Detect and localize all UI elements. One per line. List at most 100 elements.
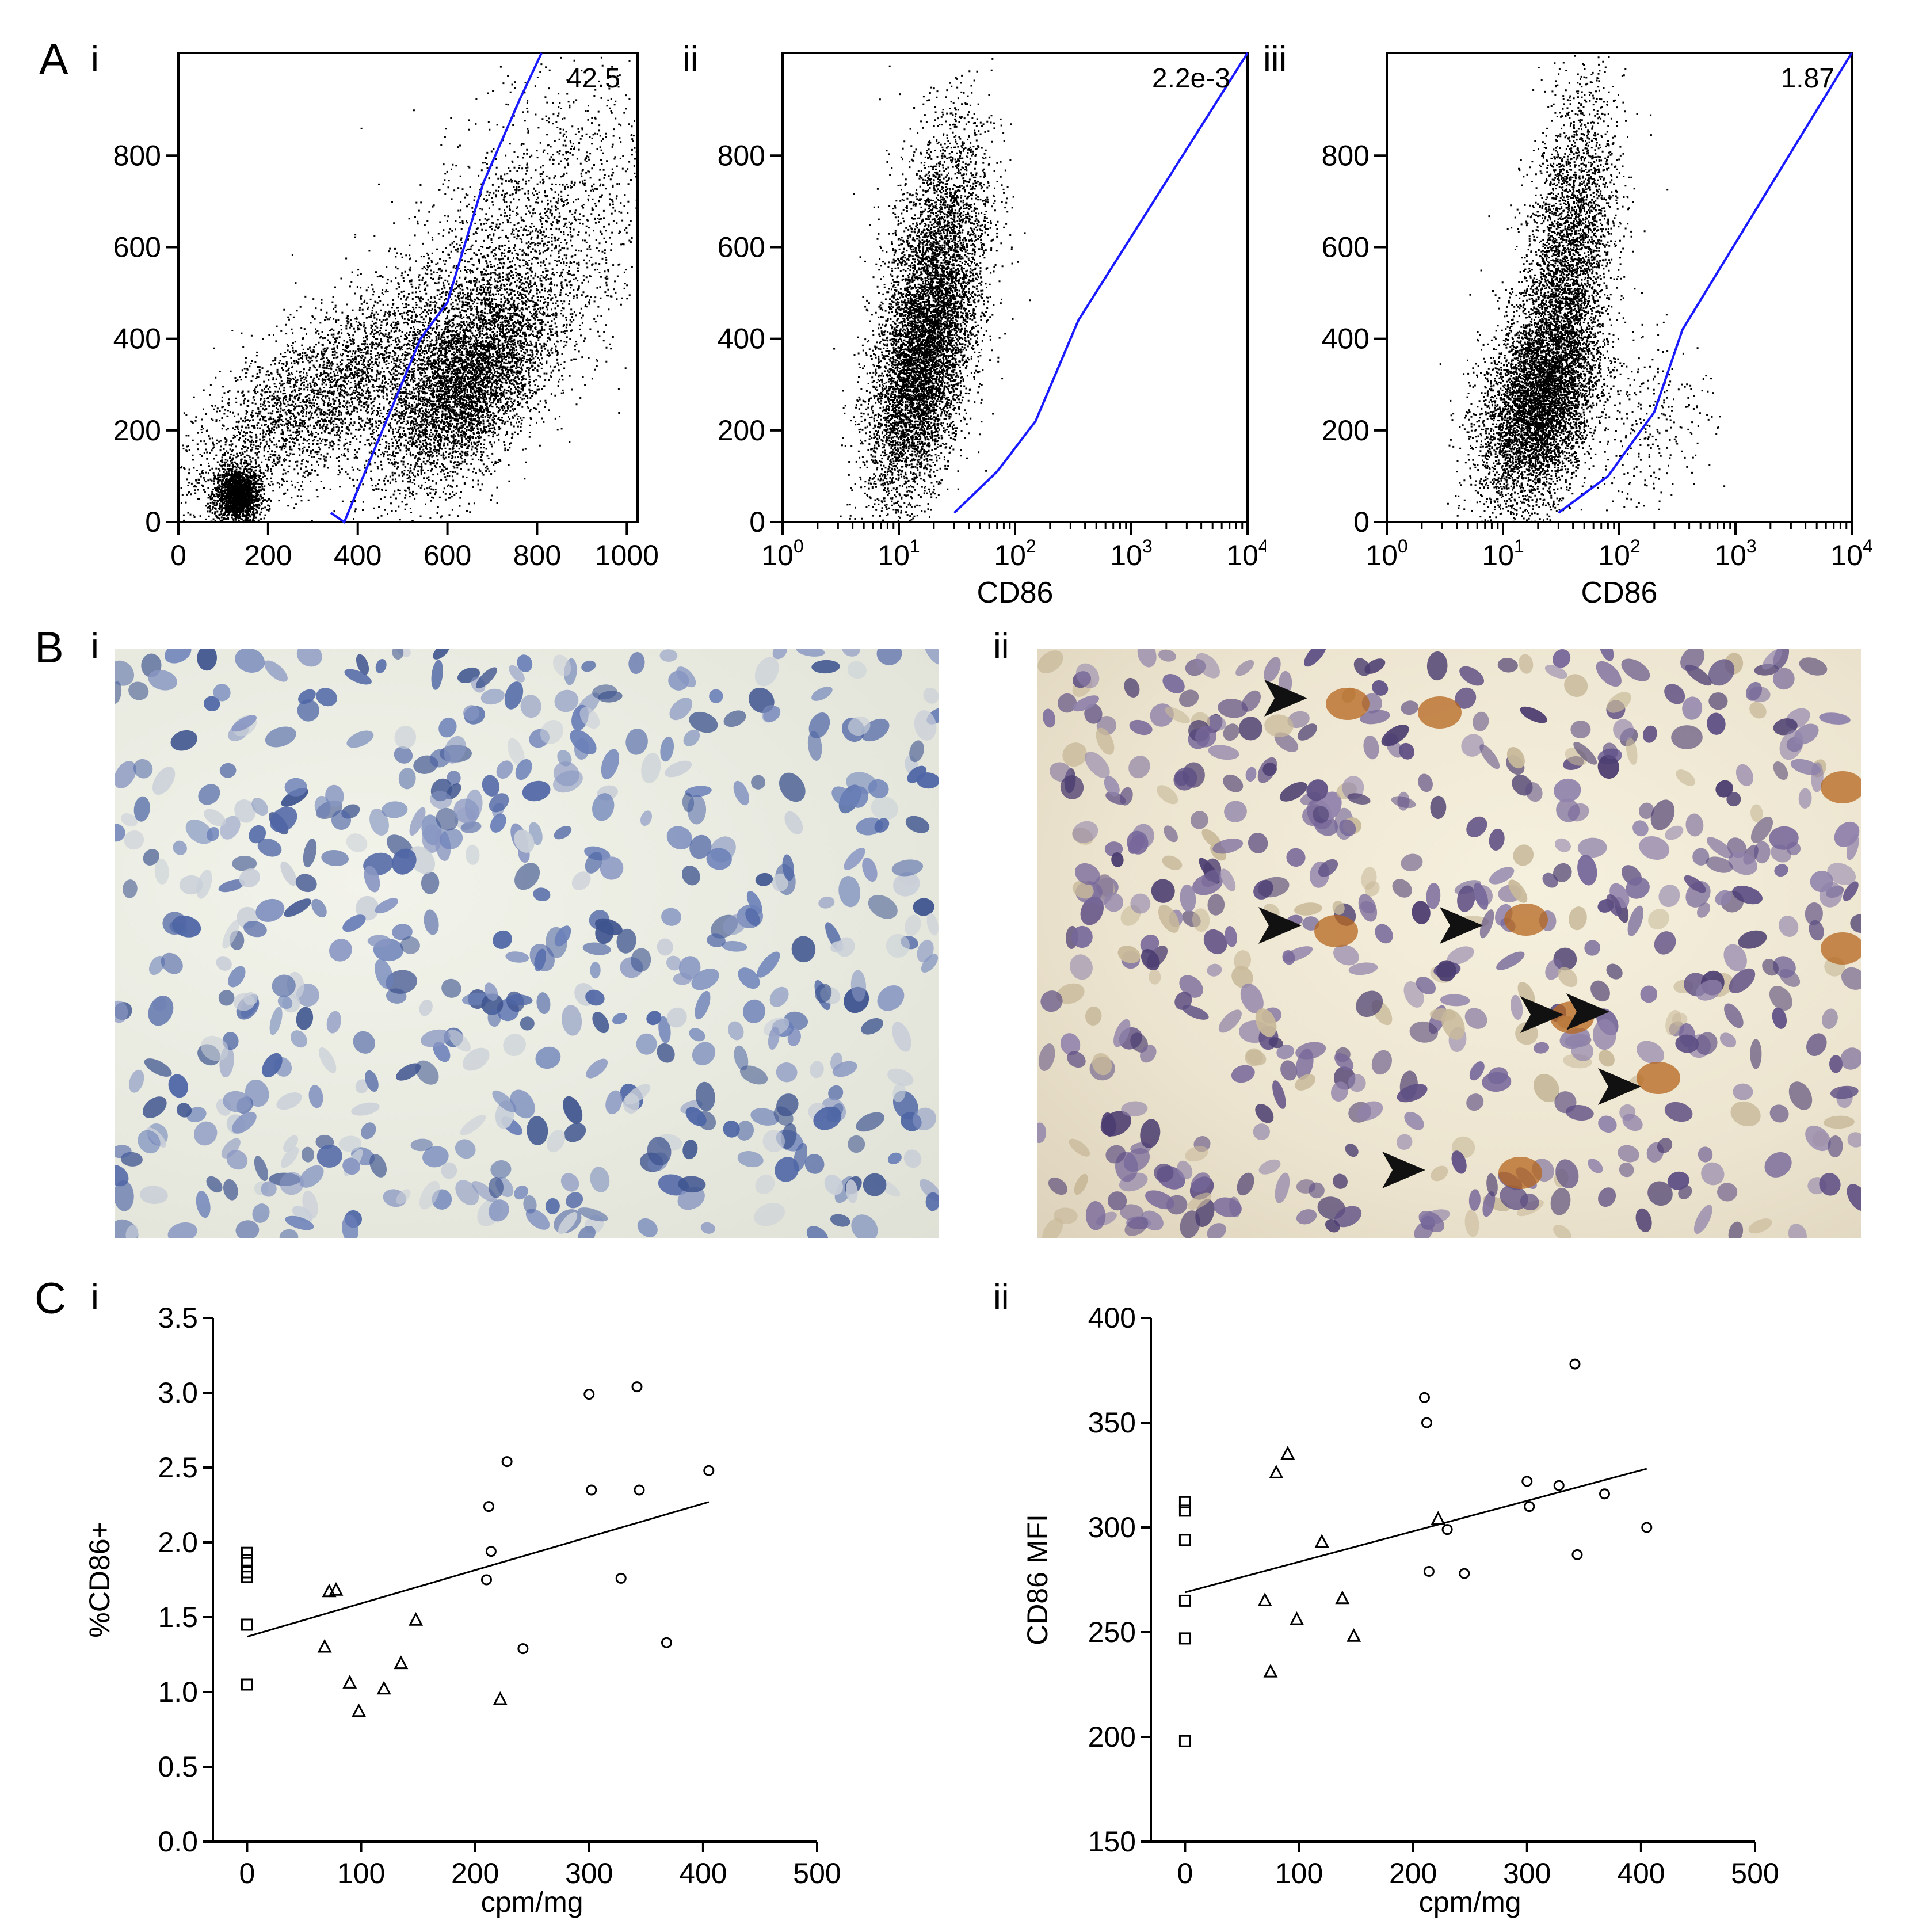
nucleus (1418, 773, 1433, 792)
nucleus (1489, 867, 1515, 885)
nucleus (1479, 909, 1494, 939)
nucleus (874, 818, 890, 833)
x-tick-label: 101 (1482, 536, 1524, 571)
nucleus (408, 846, 436, 874)
nucleus (200, 1035, 229, 1061)
nucleus (1282, 950, 1295, 965)
nucleus (115, 660, 135, 686)
nucleus (1596, 661, 1622, 687)
nucleus (723, 710, 746, 727)
nucleus (640, 810, 653, 826)
nucleus (1042, 1218, 1063, 1238)
nucleus (1597, 754, 1619, 779)
nucleus (1401, 700, 1419, 715)
tick-exponent: 4 (1863, 536, 1873, 557)
panel-letter-a: A (39, 35, 68, 84)
nucleus (1544, 665, 1567, 679)
nucleus (1409, 1021, 1439, 1043)
nucleus (280, 861, 297, 886)
nucleus (1180, 884, 1196, 913)
nucleus (128, 681, 149, 700)
tick-base: 10 (994, 539, 1026, 571)
nucleus (773, 1106, 794, 1126)
nucleus (133, 759, 153, 779)
nucleus (1556, 798, 1580, 822)
nucleus (925, 1192, 939, 1211)
nucleus (505, 951, 529, 963)
nucleus (1274, 732, 1299, 752)
nucleus (276, 1092, 302, 1110)
nucleus (1397, 1084, 1428, 1103)
nucleus (1738, 930, 1767, 949)
nucleus (681, 865, 700, 886)
nucleus (375, 959, 394, 989)
data-point-circle (1459, 1568, 1470, 1579)
nucleus (585, 989, 605, 1006)
y-tick-label: 0 (145, 506, 161, 538)
nucleus (1426, 883, 1441, 909)
nucleus (252, 1203, 270, 1223)
nucleus (1257, 877, 1290, 898)
nucleus (916, 772, 939, 789)
nucleus (1105, 1145, 1126, 1164)
nucleus (441, 1162, 457, 1179)
nucleus (1684, 875, 1706, 893)
nucleus (1696, 980, 1722, 1001)
nucleus (138, 1130, 161, 1154)
y-tick-label: 0.0 (158, 1826, 198, 1858)
nucleus (887, 1152, 902, 1164)
y-tick-label: 400 (1088, 1302, 1136, 1334)
nucleus (161, 952, 183, 974)
nucleus (1396, 1134, 1413, 1150)
nucleus (297, 699, 319, 722)
nucleus (492, 1090, 517, 1112)
nucleus (813, 1106, 842, 1130)
nucleus (303, 839, 317, 868)
nucleus (848, 716, 871, 736)
nucleus (1461, 734, 1485, 757)
nucleus (657, 1043, 675, 1063)
micrograph-b-ii (1037, 649, 1861, 1238)
nucleus (1348, 962, 1378, 975)
data-point-circle (1441, 1524, 1453, 1535)
nucleus (1590, 980, 1610, 1002)
nucleus (1506, 746, 1525, 769)
nucleus (1626, 877, 1650, 899)
nucleus (487, 1008, 501, 1027)
data-point-triangle (1280, 1446, 1295, 1460)
nucleus (1084, 703, 1103, 724)
nucleus (830, 1214, 850, 1227)
nucleus (232, 855, 257, 872)
nucleus (144, 1058, 172, 1077)
nucleus (129, 1069, 144, 1093)
nucleus (1231, 966, 1253, 988)
data-point-triangle (493, 1691, 508, 1705)
nucleus (1772, 956, 1796, 978)
y-tick-label: 3.0 (158, 1377, 198, 1409)
nucleus (115, 761, 136, 788)
tick-base: 10 (1714, 539, 1746, 571)
nucleus (657, 938, 673, 956)
panel-letter-b: B (35, 623, 64, 672)
nucleus (1847, 1184, 1861, 1211)
nucleus (419, 1180, 440, 1210)
nucleus (1805, 1125, 1831, 1152)
arrowhead-marker (1598, 1068, 1641, 1105)
nucleus (255, 898, 285, 922)
nucleus (1416, 977, 1436, 994)
nucleus (903, 1149, 922, 1168)
nucleus (316, 1144, 342, 1168)
nucleus (223, 1091, 251, 1112)
nucleus (757, 951, 780, 978)
nucleus (1640, 985, 1658, 1003)
nucleus (520, 695, 541, 718)
nucleus (1431, 1165, 1448, 1182)
data-point-circle (1641, 1522, 1653, 1533)
data-point-circle (501, 1456, 513, 1468)
scatter-plot-c-ii: 150 200 250 300 350 400 0 100 200 300 400 500 cpm/mg… (1021, 1302, 1779, 1918)
nucleus (1418, 1211, 1445, 1232)
nucleus (1565, 1104, 1594, 1121)
y-tick-label: 0 (1353, 506, 1370, 538)
nucleus (1843, 881, 1859, 901)
nucleus (571, 871, 591, 890)
